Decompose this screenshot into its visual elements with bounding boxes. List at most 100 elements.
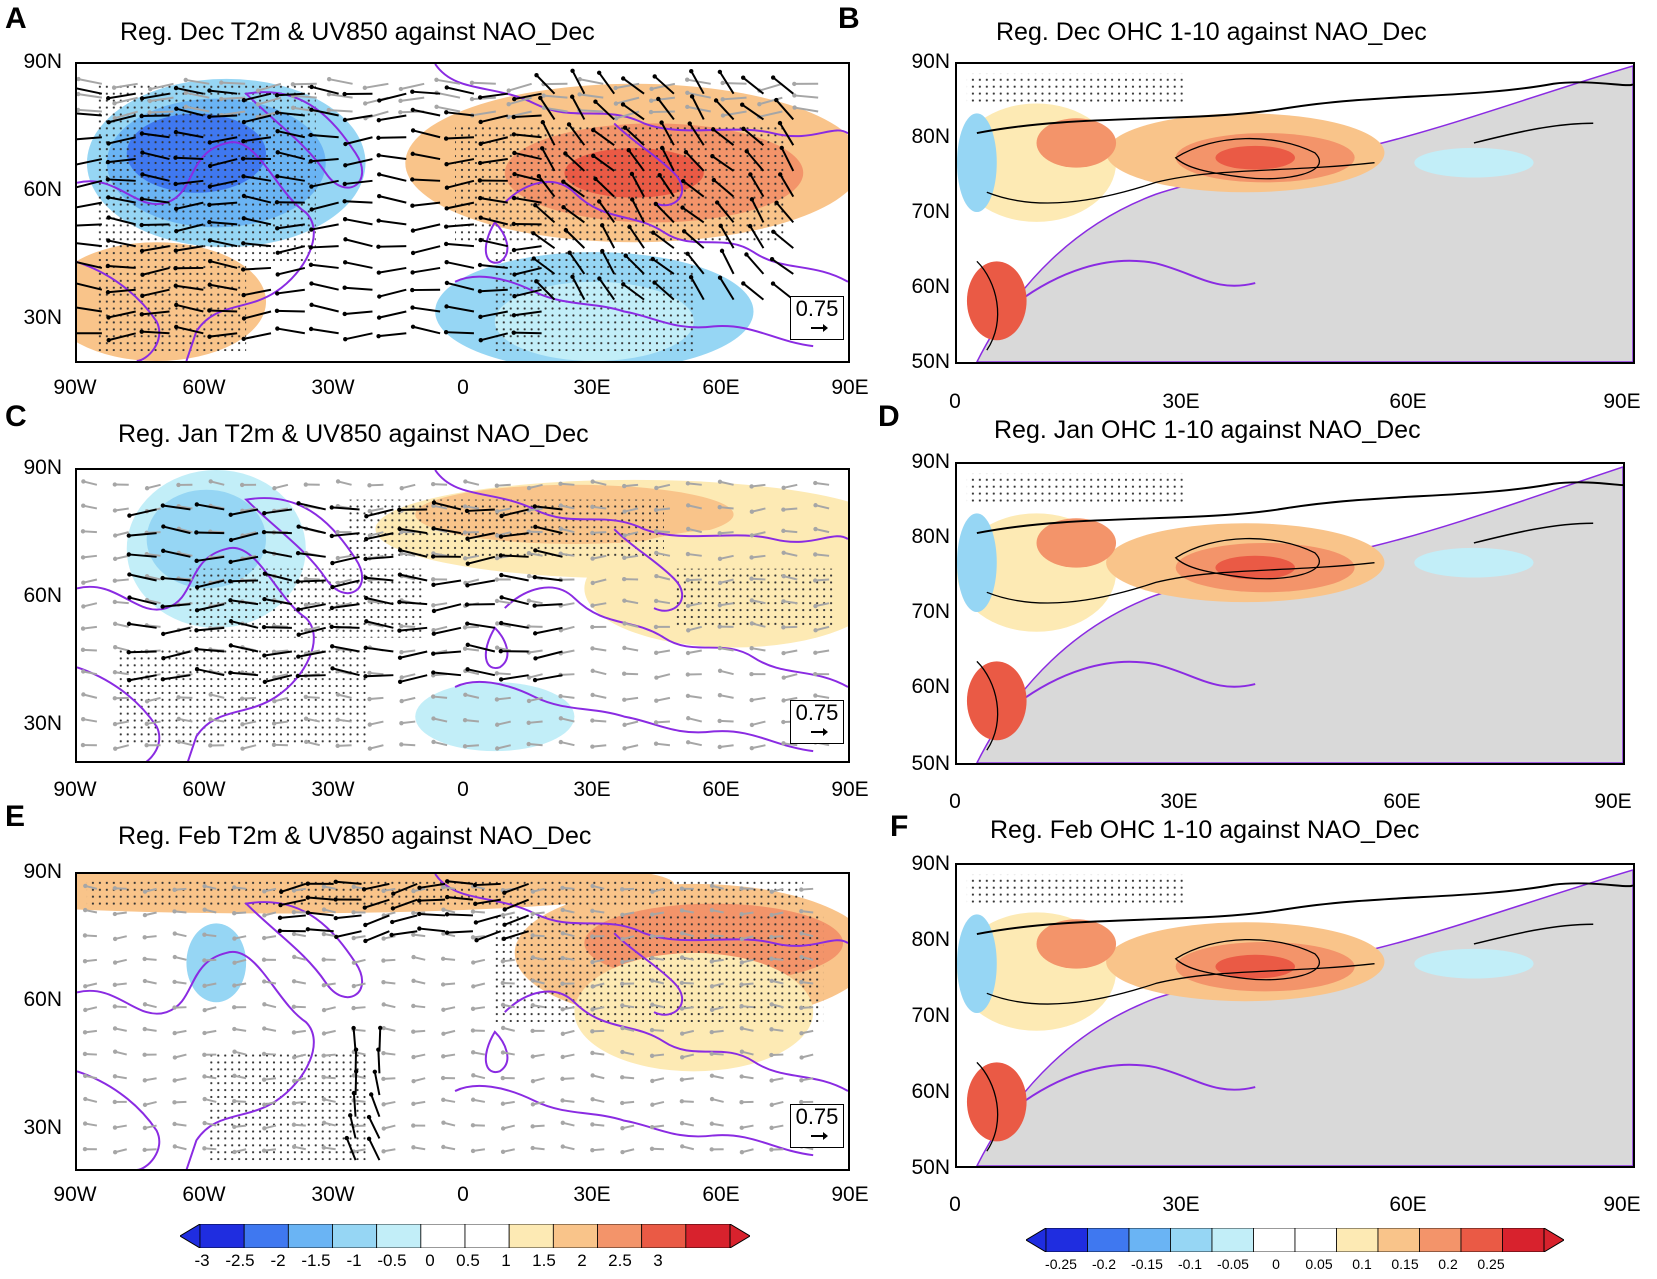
wind-vector <box>332 579 360 589</box>
wind-vector-head <box>444 162 449 167</box>
wind-vector <box>305 649 320 655</box>
wind-vector <box>399 527 428 535</box>
wind-vector-head <box>622 483 627 489</box>
wind-vector <box>344 179 373 185</box>
wind-vector-head <box>739 912 744 917</box>
wind-vector <box>378 195 407 204</box>
wind-vector <box>77 242 102 248</box>
wind-vector-head <box>590 603 595 608</box>
wind-vector-head <box>685 740 691 745</box>
wind-vector-head <box>430 554 436 559</box>
wind-vector-head <box>799 908 804 914</box>
wind-vector-head <box>112 936 118 942</box>
wind-vector-head <box>778 172 783 177</box>
wind-vector-head <box>112 508 118 513</box>
wind-vector-head <box>232 1149 237 1155</box>
wind-vector <box>196 668 225 677</box>
wind-vector-head <box>241 193 247 199</box>
wind-vector <box>508 96 532 106</box>
wind-vector-head <box>228 537 234 543</box>
wind-vector <box>687 553 702 557</box>
wind-vector <box>221 110 246 117</box>
wind-vector <box>447 913 473 917</box>
wind-vector-head <box>140 272 145 277</box>
wind-vector <box>311 85 339 95</box>
wind-vector <box>400 82 425 90</box>
wind-vector <box>373 1071 381 1096</box>
wind-vector-head <box>620 936 625 942</box>
wind-vector <box>298 650 326 658</box>
wind-vector-head <box>127 572 132 577</box>
wind-vector-head <box>262 653 267 658</box>
wind-vector <box>243 266 272 271</box>
wind-vector-head <box>148 86 153 92</box>
wind-vector <box>464 719 480 723</box>
wind-vector <box>594 178 615 198</box>
wind-vector <box>751 744 766 750</box>
wind-vector-head <box>397 599 402 605</box>
wind-vector-head <box>597 276 602 281</box>
wind-vector-head <box>709 984 715 989</box>
wind-vector-head <box>471 984 476 989</box>
wind-vector-head <box>291 1030 297 1035</box>
wind-vector <box>719 578 734 584</box>
wind-vector <box>631 199 645 223</box>
wind-vector <box>264 626 292 629</box>
wind-vector <box>722 110 747 117</box>
wind-vector-head <box>431 582 436 587</box>
wind-vector-head <box>648 109 654 115</box>
wind-vector-head <box>431 526 436 531</box>
wind-vector-head <box>240 267 246 272</box>
colorbar-label: 0.05 <box>1305 1256 1333 1272</box>
wind-vector-head <box>126 621 132 627</box>
x-tick-label: 90E <box>1603 1193 1641 1216</box>
wind-vector <box>264 572 293 582</box>
wind-vector <box>742 76 765 95</box>
wind-vector <box>528 599 543 605</box>
coastline <box>244 901 363 999</box>
wind-vector-head <box>113 533 118 538</box>
wind-vector-head <box>462 717 468 723</box>
wind-vector <box>344 114 373 121</box>
wind-vector-head <box>410 203 415 208</box>
wind-vector <box>682 180 705 198</box>
x-tick-label: 60E <box>702 1183 740 1206</box>
wind-vector <box>419 882 446 889</box>
wind-vector-head <box>126 650 131 655</box>
wind-vector <box>579 93 604 99</box>
wind-vector-head <box>749 697 754 703</box>
wind-vector-head <box>620 1126 625 1131</box>
reference-vector-box: 0.75 <box>790 700 844 744</box>
wind-vector-head <box>142 1078 148 1083</box>
wind-vector-head <box>112 599 118 605</box>
wind-vector-head <box>511 330 516 335</box>
wind-vector-head <box>747 223 753 229</box>
wind-vector <box>783 575 798 581</box>
x-tick-label: 90E <box>1594 790 1632 813</box>
wind-vector-head <box>495 746 500 751</box>
wind-vector <box>264 674 293 683</box>
significance-stipple <box>673 568 834 628</box>
panel-title: Reg. Feb OHC 1-10 against NAO_Dec <box>990 816 1420 844</box>
wind-vector-head <box>711 177 717 183</box>
wind-vector-head <box>558 694 563 699</box>
wind-vector-head <box>399 720 404 726</box>
wind-vector <box>311 223 339 231</box>
wind-vector <box>528 507 543 512</box>
wind-vector-head <box>512 150 517 156</box>
wind-vector <box>141 132 170 139</box>
wind-vector-head <box>682 229 687 234</box>
wind-vector-head <box>431 739 436 745</box>
wind-vector <box>514 152 542 161</box>
wind-vector <box>344 261 373 269</box>
wind-vector <box>655 742 671 747</box>
wind-vector <box>114 600 129 605</box>
wind-vector-head <box>440 956 446 961</box>
wind-vector-head <box>262 549 267 554</box>
wind-vector-head <box>683 150 689 155</box>
wind-vector <box>310 245 339 249</box>
wind-vector-head <box>275 128 280 134</box>
wind-vector-head <box>781 625 786 630</box>
wind-vector-head <box>239 696 245 701</box>
coastline <box>434 64 848 138</box>
